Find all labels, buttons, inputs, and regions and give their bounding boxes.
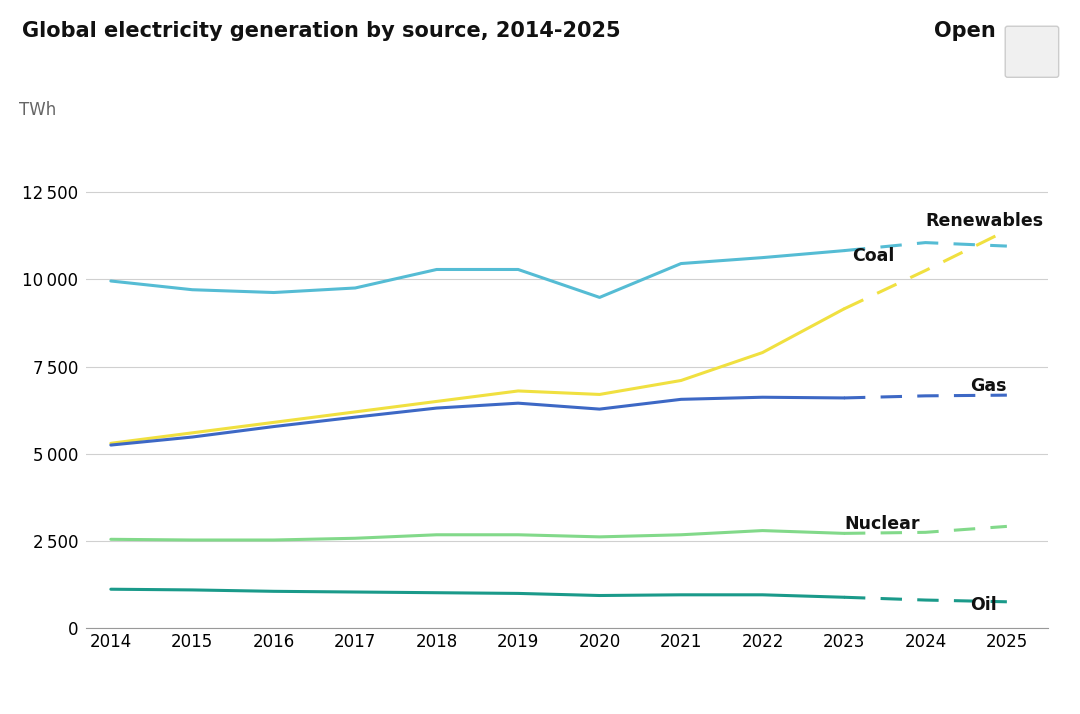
Text: Global electricity generation by source, 2014-2025: Global electricity generation by source,… <box>22 21 620 41</box>
Text: Nuclear: Nuclear <box>843 515 919 533</box>
Text: Open: Open <box>934 21 996 41</box>
Text: Renewables: Renewables <box>926 211 1043 230</box>
FancyBboxPatch shape <box>1005 26 1058 77</box>
Text: TWh: TWh <box>19 101 56 119</box>
Text: Oil: Oil <box>970 596 997 614</box>
Text: Gas: Gas <box>970 378 1007 396</box>
Text: Coal: Coal <box>852 246 894 264</box>
Text: ↗: ↗ <box>1024 42 1040 61</box>
